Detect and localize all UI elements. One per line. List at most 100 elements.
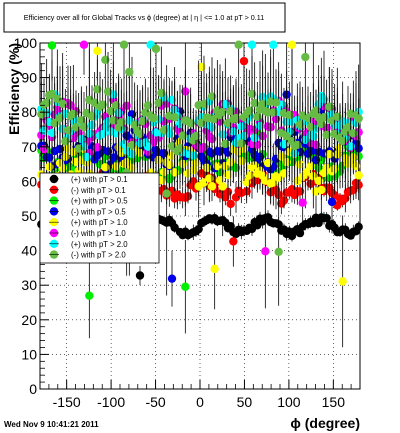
data-point <box>343 123 353 132</box>
legend-label: (+) with pT > 0.5 <box>71 197 128 206</box>
x-tick-label: -50 <box>145 394 165 410</box>
data-point <box>175 143 185 153</box>
data-point <box>207 182 217 191</box>
data-point <box>226 107 235 116</box>
data-point <box>306 122 315 132</box>
x-tick-label: -100 <box>97 394 125 410</box>
data-point <box>82 152 91 162</box>
data-point <box>205 174 214 183</box>
data-point <box>79 40 89 49</box>
data-point <box>103 87 113 96</box>
data-point <box>151 44 161 54</box>
data-point <box>69 109 78 119</box>
data-point <box>319 113 329 122</box>
chart-title: Efficiency over all for Global Tracks vs… <box>24 13 264 22</box>
legend: (+) with pT > 0.1 (-) with pT > 0.1 (+) wi… <box>49 174 128 260</box>
data-point <box>226 199 235 209</box>
data-point <box>282 132 291 141</box>
data-point <box>167 274 177 283</box>
data-point <box>295 228 305 238</box>
data-point <box>322 213 331 223</box>
y-tick-label: 60 <box>21 173 37 189</box>
y-axis-title: Efficiency (%) <box>6 43 22 135</box>
legend-label: (-) with pT > 0.1 <box>71 186 126 195</box>
data-point <box>245 106 254 115</box>
data-point <box>135 129 145 139</box>
data-point <box>181 282 190 291</box>
y-tick-label: 70 <box>21 139 37 155</box>
data-point <box>178 131 187 140</box>
legend-label: (-) with pT > 2.0 <box>71 251 126 260</box>
data-point <box>135 271 145 280</box>
timestamp: Wed Nov 9 10:41:21 2011 <box>4 420 99 429</box>
data-point <box>47 128 57 138</box>
data-point <box>295 187 305 196</box>
x-tick-label: 150 <box>322 394 346 410</box>
data-point <box>317 119 326 129</box>
y-tick-label: 40 <box>21 243 37 259</box>
data-point <box>229 237 238 246</box>
data-point <box>250 98 259 108</box>
data-point <box>143 101 153 110</box>
y-tick-labels: 0 10 20 30 40 50 60 70 80 90 100 <box>14 35 38 397</box>
data-point <box>61 137 70 146</box>
data-point <box>207 92 217 101</box>
data-point <box>285 110 294 120</box>
data-point <box>221 99 230 109</box>
data-point <box>269 108 278 117</box>
legend-label: (+) with pT > 0.1 <box>71 175 128 184</box>
data-point <box>85 291 94 300</box>
legend-label: (+) with pT > 2.0 <box>71 240 128 249</box>
data-point <box>74 144 83 153</box>
data-point <box>234 40 243 49</box>
data-point <box>354 114 363 123</box>
data-point <box>247 89 257 99</box>
y-tick-label: 0 <box>29 381 37 397</box>
data-point <box>354 222 363 232</box>
data-point <box>349 185 358 195</box>
y-tick-label: 20 <box>21 312 37 328</box>
data-point <box>186 119 195 128</box>
legend-label: (-) with pT > 1.0 <box>71 229 126 238</box>
series-7 <box>37 40 363 306</box>
x-tick-labels: -150 -100 -50 0 50 100 150 <box>53 394 346 410</box>
data-point <box>138 117 147 126</box>
y-tick-label: 50 <box>21 208 37 224</box>
data-point <box>53 94 62 104</box>
data-point <box>210 264 219 274</box>
data-point <box>143 142 153 151</box>
data-point <box>261 247 270 256</box>
data-point <box>327 197 337 207</box>
data-point <box>98 100 107 109</box>
data-point <box>87 112 97 121</box>
data-point <box>101 55 110 65</box>
data-point <box>269 40 278 49</box>
data-point <box>162 189 171 198</box>
data-point <box>50 118 59 128</box>
data-point <box>159 125 169 135</box>
data-point <box>269 178 278 187</box>
data-point <box>279 140 289 149</box>
data-point <box>349 129 358 138</box>
data-point <box>223 170 233 180</box>
data-point <box>58 99 67 109</box>
x-axis-title: ϕ (degree) <box>290 415 360 431</box>
data-point <box>63 125 73 135</box>
data-point <box>311 106 321 115</box>
data-point <box>338 136 347 146</box>
data-point <box>106 106 115 116</box>
data-point <box>199 99 209 109</box>
data-point <box>149 114 158 123</box>
data-point <box>221 139 230 149</box>
data-point <box>109 116 118 125</box>
data-point <box>71 123 81 132</box>
data-point <box>93 46 102 56</box>
y-tick-label: 30 <box>21 277 37 293</box>
data-point <box>287 40 297 49</box>
data-point <box>325 102 334 111</box>
data-point <box>338 277 347 286</box>
data-point <box>101 163 110 172</box>
data-point <box>119 40 129 49</box>
data-point <box>239 56 249 66</box>
data-point <box>263 158 273 168</box>
